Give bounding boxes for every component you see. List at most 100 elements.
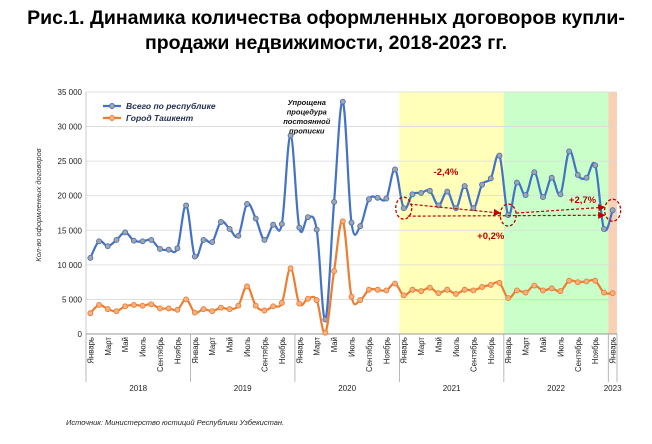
x-tick-label: Сентябрь	[365, 337, 374, 372]
data-point	[479, 181, 486, 188]
year-label: 2018	[129, 384, 147, 393]
y-tick-label: 15 000	[58, 226, 83, 235]
data-point	[87, 310, 94, 317]
data-point	[113, 308, 120, 315]
data-point	[365, 196, 372, 203]
data-point	[583, 278, 590, 285]
data-point	[174, 245, 181, 252]
annotation-policy-line: процедура	[287, 108, 327, 117]
y-tick-label: 20 000	[58, 192, 83, 201]
data-point	[496, 152, 503, 159]
change-arrow-2021-2023	[407, 211, 606, 219]
chart-title-line-1: Рис.1. Динамика количества оформленных д…	[27, 7, 625, 29]
data-point	[522, 192, 529, 198]
y-tick-label: 10 000	[58, 261, 83, 270]
data-point	[444, 286, 451, 293]
annotation-policy-line: прописки	[289, 127, 325, 136]
data-point	[339, 218, 346, 225]
data-point	[531, 169, 538, 176]
data-point	[435, 290, 442, 297]
data-point	[305, 214, 311, 221]
data-point	[183, 296, 190, 303]
data-point	[139, 238, 146, 245]
data-point	[278, 299, 285, 306]
data-point	[383, 287, 390, 294]
data-point	[296, 300, 303, 307]
year-label: 2021	[443, 384, 461, 393]
x-tick-label: Ноябрь	[173, 337, 182, 364]
data-point	[557, 288, 564, 295]
y-tick-label: 5 000	[62, 295, 83, 304]
data-point	[374, 286, 381, 293]
data-point	[157, 305, 163, 312]
data-point	[130, 237, 137, 244]
data-point	[270, 221, 277, 228]
data-point	[522, 289, 529, 296]
data-point	[348, 219, 355, 226]
chart-title: Рис.1. Динамика количества оформленных д…	[0, 6, 652, 56]
y-tick-label: 25 000	[58, 157, 83, 166]
data-point	[244, 283, 250, 290]
x-tick-label: Сентябрь	[469, 337, 478, 372]
data-point	[174, 306, 181, 313]
x-tick-label: Январь	[504, 337, 513, 364]
x-tick-label: Март	[522, 337, 531, 356]
data-point	[574, 279, 581, 286]
data-point	[426, 187, 433, 194]
data-point	[357, 223, 364, 230]
data-point	[566, 277, 573, 284]
data-point	[331, 198, 338, 205]
data-point	[122, 229, 129, 236]
data-point	[287, 265, 294, 272]
x-tick-label: Январь	[191, 337, 200, 364]
chart-title-line-2: продажи недвижимости, 2018-2023 гг.	[144, 32, 507, 54]
data-point	[566, 148, 573, 155]
x-tick-label: Январь	[609, 337, 618, 364]
data-point	[165, 305, 172, 312]
x-tick-label: Сентябрь	[574, 337, 583, 372]
y-tick-label: 0	[78, 330, 83, 339]
data-point	[479, 284, 486, 290]
x-tick-label: Март	[104, 337, 113, 356]
data-point	[461, 183, 468, 189]
x-tick-label: Январь	[295, 337, 304, 364]
data-point	[348, 293, 355, 300]
data-point	[444, 188, 451, 195]
data-point	[200, 306, 207, 313]
y-tick-label: 30 000	[58, 123, 83, 132]
x-tick-label: Июль	[556, 337, 565, 357]
data-point	[453, 290, 459, 297]
data-point	[200, 237, 207, 243]
data-point	[609, 207, 616, 214]
annotation-change-2022-2023: +2,7%	[569, 195, 597, 206]
x-tick-label: Январь	[400, 337, 409, 364]
data-point	[235, 232, 242, 239]
data-point	[130, 302, 137, 308]
data-point	[252, 302, 259, 309]
data-point	[357, 297, 364, 304]
data-point	[609, 290, 616, 297]
data-point	[531, 282, 538, 289]
data-point	[557, 191, 564, 198]
data-point	[235, 302, 242, 309]
year-label: 2020	[338, 384, 356, 393]
y-tick-label: 35 000	[58, 88, 83, 97]
data-point	[313, 297, 320, 304]
legend-label-1: Город Ташкент	[126, 113, 194, 123]
data-point	[583, 174, 590, 181]
data-point	[505, 295, 512, 301]
data-point	[392, 280, 398, 287]
data-point	[487, 175, 494, 182]
data-point	[513, 287, 520, 294]
data-point	[191, 253, 198, 260]
data-point	[226, 306, 233, 313]
data-point	[270, 303, 277, 310]
x-tick-label: Сентябрь	[260, 337, 269, 372]
x-tick-label: Май	[121, 337, 130, 352]
data-point	[226, 225, 233, 232]
x-tick-label: Март	[417, 337, 426, 356]
data-point	[470, 205, 477, 212]
legend: Всего по республике Город Ташкент	[103, 101, 216, 123]
data-point	[252, 215, 259, 222]
data-point	[113, 237, 120, 243]
